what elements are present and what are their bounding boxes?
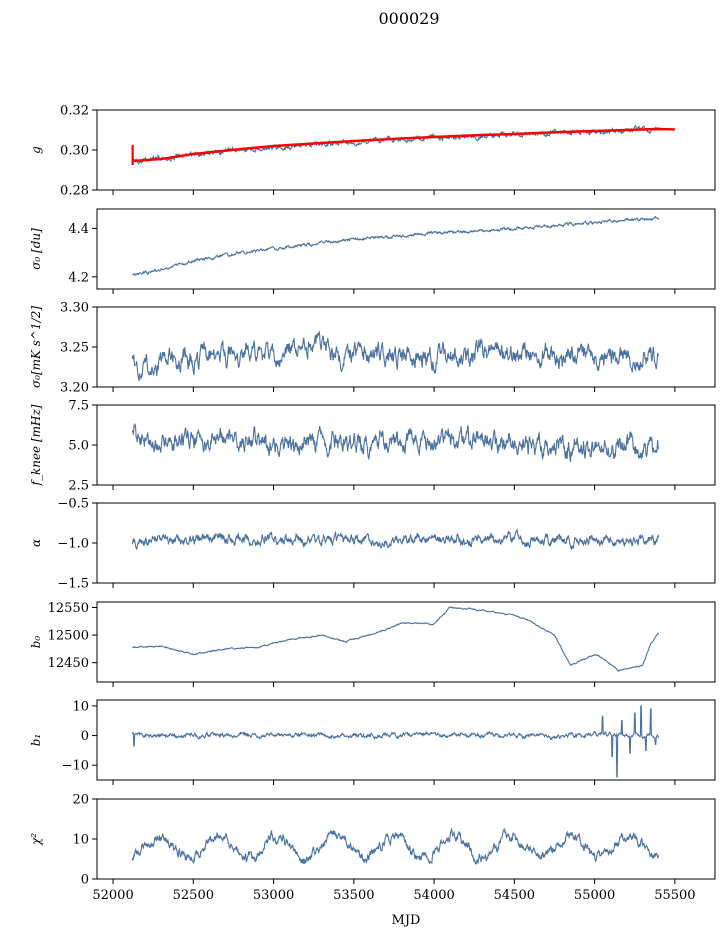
y-axis-label-1: g (29, 146, 43, 154)
y-axis-label-6: b₀ (29, 636, 43, 649)
x-tick-label: 55000 (574, 888, 615, 903)
panel-frame-5 (96, 502, 716, 584)
y-tick-label: 12450 (48, 656, 89, 671)
x-tick-label: 53500 (333, 888, 374, 903)
y-tick-label: 4.4 (68, 222, 89, 237)
panel-frame-2 (96, 208, 716, 290)
x-tick-label: 53000 (253, 888, 294, 903)
series-line-3 (131, 331, 660, 382)
y-tick-label: 0.32 (60, 104, 89, 119)
series-line-5 (131, 527, 660, 551)
panel-frame-7 (96, 699, 716, 781)
x-axis-label: MJD (392, 913, 421, 928)
x-tick-label: 54000 (413, 888, 454, 903)
y-tick-label: −1.5 (57, 577, 89, 592)
panel-frame-8 (96, 798, 716, 880)
y-tick-label: 3.20 (60, 381, 89, 396)
x-tick-label: 52500 (173, 888, 214, 903)
y-tick-label: 0 (81, 873, 89, 888)
panel-frame-1 (96, 109, 716, 191)
fit-line (132, 127, 675, 163)
panel-frame-3 (96, 306, 716, 388)
x-tick-label: 52000 (92, 888, 133, 903)
y-axis-label-5: α (29, 539, 43, 547)
x-tick-label: 55500 (654, 888, 695, 903)
series-line-7 (131, 705, 660, 778)
series-line-8 (131, 827, 660, 866)
y-axis-label-4: f_knee [mHz] (29, 404, 43, 486)
chart-panels: 0.28 0.30 0.32 g 4.2 4.4 σ₀ [du] 3.20 3.25 3.30 σ₀… (29, 104, 716, 903)
series-line-6 (132, 606, 660, 672)
y-axis-label-3: σ₀[mK s^1/2] (29, 306, 43, 388)
y-tick-label: 10 (72, 833, 89, 848)
y-tick-label: 0 (81, 729, 89, 744)
y-tick-label: 12550 (48, 601, 89, 616)
y-tick-label: 20 (72, 793, 89, 808)
y-axis-label-2: σ₀ [du] (29, 228, 43, 270)
y-tick-label: −0.5 (57, 497, 89, 512)
y-tick-label: 0.30 (60, 144, 89, 159)
y-tick-label: 7.5 (68, 399, 89, 414)
y-tick-label: 3.25 (60, 341, 89, 356)
chart-title: 000029 (378, 9, 439, 28)
series-line-4 (131, 422, 660, 462)
x-tick-label: 54500 (494, 888, 535, 903)
series-line-2 (131, 215, 660, 277)
y-tick-label: 4.2 (68, 270, 89, 285)
panel-frame-6 (96, 601, 716, 683)
y-tick-label: −10 (62, 759, 89, 774)
y-tick-label: 10 (72, 699, 89, 714)
y-tick-label: 0.28 (60, 184, 89, 199)
y-tick-label: 12500 (48, 629, 89, 644)
y-tick-label: 5.0 (68, 439, 89, 454)
y-tick-label: −1.0 (57, 537, 89, 552)
y-axis-label-7: b₁ (29, 734, 43, 747)
y-tick-label: 3.30 (60, 301, 89, 316)
y-axis-label-8: χ² (29, 833, 43, 846)
y-tick-label: 2.5 (68, 479, 89, 494)
